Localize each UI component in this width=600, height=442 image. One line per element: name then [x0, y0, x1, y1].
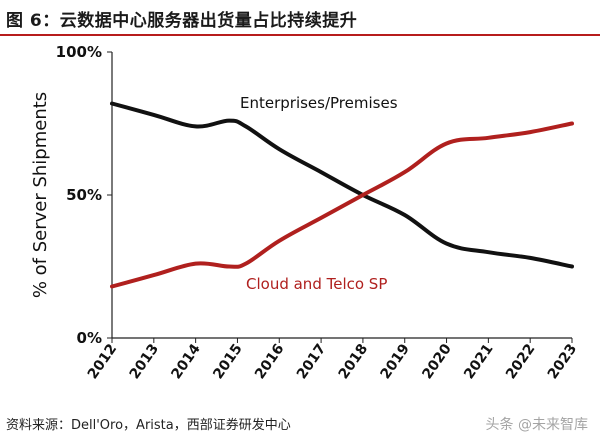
watermark: 头条 @未来智库 — [485, 417, 588, 433]
x-tick-label: 2015 — [210, 341, 245, 382]
y-tick-label: 50% — [66, 186, 102, 204]
labels-layer: Enterprises/Premises Cloud and Telco SP — [240, 94, 398, 293]
y-tick-label: 0% — [77, 329, 102, 347]
series-layer — [110, 101, 574, 289]
cloud-series-line — [110, 121, 574, 289]
title-rule — [0, 34, 600, 36]
x-tick-label: 2016 — [252, 341, 287, 382]
y-tick-label: 100% — [56, 43, 102, 61]
axes: 100% 50% 0%2012 2013 2014 2015 2016 2017 2018 201… — [30, 43, 580, 382]
x-tick-label: 2022 — [503, 341, 538, 382]
enterprise-series-label: Enterprises/Premises — [240, 94, 398, 112]
x-tick-label: 2017 — [294, 341, 329, 382]
x-tick-label: 2019 — [378, 341, 413, 382]
source-note: 资料来源：Dell'Oro，Arista，西部证券研发中心 — [6, 418, 291, 433]
cloud-series-label: Cloud and Telco SP — [246, 275, 387, 293]
enterprise-series-line — [110, 101, 574, 269]
chart-title: 图 6：云数据中心服务器出货量占比持续提升 — [6, 11, 358, 31]
x-tick-label: 2020 — [419, 341, 455, 382]
x-tick-label: 2012 — [85, 341, 120, 382]
x-tick-label: 2018 — [336, 341, 371, 382]
x-tick-label: 2013 — [127, 341, 162, 382]
y-axis-label: % of Server Shipments — [30, 92, 51, 298]
x-tick-label: 2023 — [545, 341, 580, 382]
x-tick-label: 2014 — [168, 341, 204, 382]
x-tick-label: 2021 — [461, 341, 496, 382]
